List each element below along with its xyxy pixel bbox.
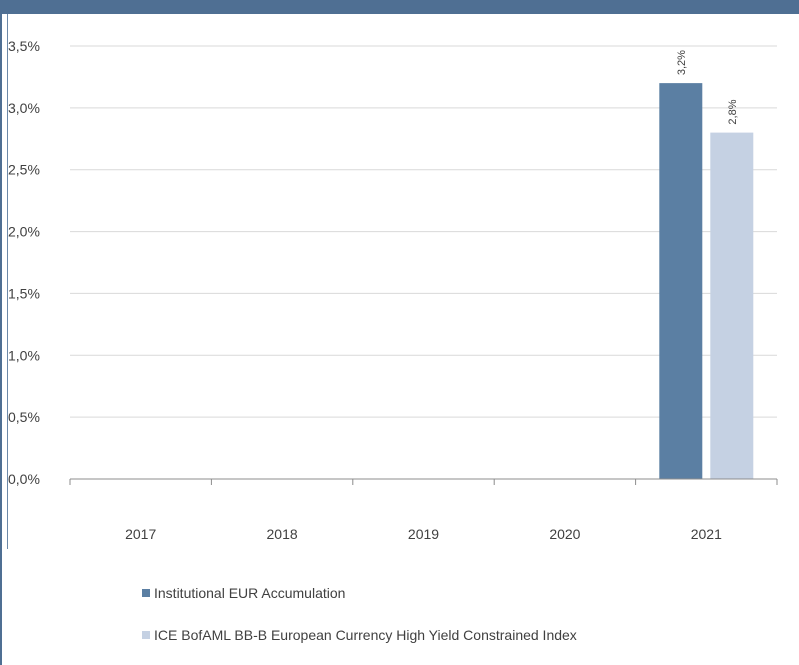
legend-swatch bbox=[142, 589, 150, 597]
bar bbox=[710, 132, 754, 479]
bar-chart: 0,0%0,5%1,0%1,5%2,0%2,5%3,0%3,5% 2017 201… bbox=[8, 38, 778, 542]
x-category-label: 2018 bbox=[267, 526, 298, 542]
y-tick-label: 3,0% bbox=[8, 100, 40, 116]
y-tick-label: 0,5% bbox=[8, 409, 40, 425]
legend-swatch bbox=[142, 631, 150, 639]
x-category-label: 2019 bbox=[408, 526, 439, 542]
y-tick-label: 0,0% bbox=[8, 471, 40, 487]
y-tick-label: 3,5% bbox=[8, 38, 40, 54]
axes bbox=[69, 478, 778, 485]
y-tick-label: 2,5% bbox=[8, 162, 40, 178]
data-label: 2,8% bbox=[727, 99, 739, 124]
data-labels: 3,2% 2,8% bbox=[676, 50, 739, 125]
y-tick-label: 1,0% bbox=[8, 347, 40, 363]
gridlines bbox=[70, 45, 777, 418]
left-border-line bbox=[0, 14, 2, 665]
data-label: 3,2% bbox=[676, 50, 688, 75]
bar bbox=[659, 83, 703, 479]
legend-label: Institutional EUR Accumulation bbox=[154, 585, 346, 601]
x-category-labels: 2017 2018 2019 2020 2021 bbox=[125, 526, 722, 542]
top-border-bar bbox=[0, 0, 799, 14]
bars bbox=[659, 83, 754, 479]
left-inner-line bbox=[7, 14, 8, 549]
x-category-label: 2017 bbox=[125, 526, 156, 542]
x-category-label: 2020 bbox=[549, 526, 580, 542]
y-tick-labels: 0,0% 0,5% 1,0% 1,5% 2,0% 2,5% 3,0% 3,5% bbox=[8, 38, 40, 487]
y-tick-label: 2,0% bbox=[8, 224, 40, 240]
x-category-label: 2021 bbox=[691, 526, 722, 542]
legend-item-series-2: ICE BofAML BB-B European Currency High Y… bbox=[142, 627, 577, 643]
y-tick-label: 1,5% bbox=[8, 285, 40, 301]
legend-label: ICE BofAML BB-B European Currency High Y… bbox=[154, 627, 577, 643]
legend-item-series-1: Institutional EUR Accumulation bbox=[142, 585, 345, 601]
